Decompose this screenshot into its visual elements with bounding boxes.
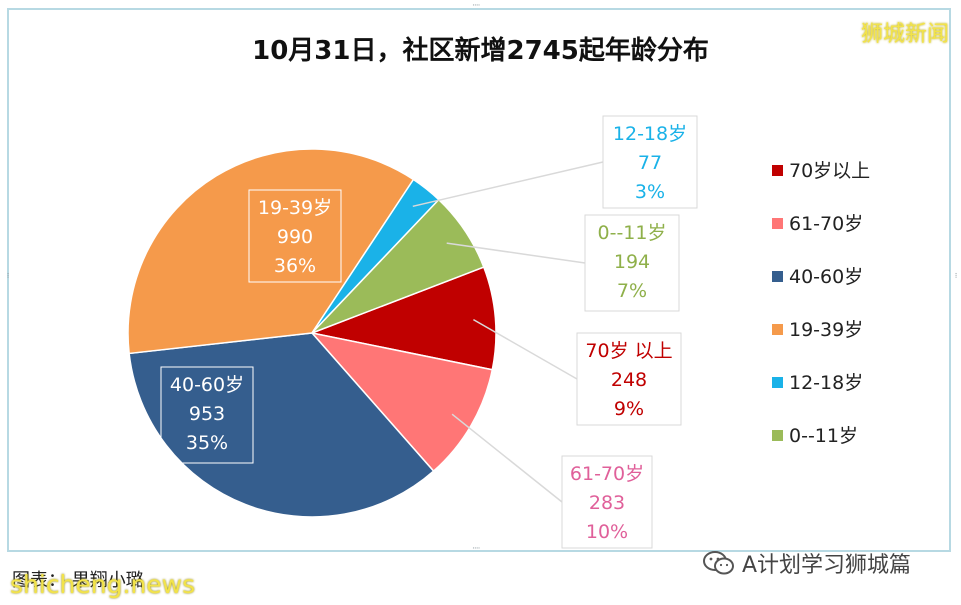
legend-label-19-39[interactable]: 19-39岁 — [789, 319, 863, 341]
callout-box-0-11 — [584, 214, 680, 312]
callout-percent-12-18: 3% — [635, 181, 665, 203]
chart-frame — [7, 8, 951, 552]
legend-label-40-60[interactable]: 40-60岁 — [789, 266, 863, 288]
pie-slice-40-60[interactable] — [128, 332, 435, 518]
callout-value-40-60: 953 — [189, 403, 225, 425]
callout-value-12-18: 77 — [638, 152, 662, 174]
callout-percent-0-11: 7% — [617, 280, 647, 302]
callout-percent-61-70: 10% — [586, 521, 628, 543]
data-callouts: 70岁 以上 248 9% 61-70岁 283 10% 40-60岁 953 35% 19-39… — [160, 115, 698, 549]
callout-category-70: 70岁 以上 — [585, 340, 672, 362]
legend-swatch-70 — [772, 165, 783, 176]
callout-category-19-39: 19-39岁 — [258, 197, 332, 219]
wechat-icon — [703, 551, 734, 575]
callout-value-19-39: 990 — [277, 226, 313, 248]
legend-swatch-61-70 — [772, 218, 783, 229]
callout-percent-70: 9% — [614, 398, 644, 420]
legend-swatch-40-60 — [772, 271, 783, 282]
callout-box-19-39 — [248, 189, 342, 283]
leader-line-61-70 — [451, 413, 563, 503]
callout-category-40-60: 40-60岁 — [170, 374, 244, 396]
resize-handle-top[interactable]: ···· — [472, 1, 481, 11]
pie-slice-19-39[interactable] — [127, 148, 415, 355]
callout-box-40-60 — [160, 366, 254, 464]
leader-line-70 — [473, 318, 578, 380]
callout-category-12-18: 12-18岁 — [613, 123, 687, 145]
legend-label-12-18[interactable]: 12-18岁 — [789, 372, 863, 394]
chart-caption: 图表： 果翔小璐 — [12, 570, 144, 591]
legend-label-61-70[interactable]: 61-70岁 — [789, 213, 863, 235]
callout-category-61-70: 61-70岁 — [570, 463, 644, 485]
watermark-top-right: 狮城新闻 — [860, 22, 949, 47]
pie-slice-70[interactable] — [309, 266, 497, 371]
resize-handle-bottom[interactable]: ···· — [472, 544, 481, 554]
pie-slice-61-70[interactable] — [309, 331, 494, 473]
leader-line-12-18 — [412, 161, 604, 208]
legend-swatch-12-18 — [772, 377, 783, 388]
resize-handle-right[interactable]: ··· — [950, 272, 960, 278]
legend-swatch-19-39 — [772, 324, 783, 335]
callout-category-0-11: 0--11岁 — [598, 222, 667, 244]
leader-line-0-11 — [446, 242, 586, 264]
callout-box-61-70 — [561, 455, 653, 549]
resize-handle-left[interactable]: ··· — [2, 272, 12, 278]
callout-value-61-70: 283 — [589, 492, 625, 514]
legend-swatch-0-11 — [772, 430, 783, 441]
legend-label-0-11[interactable]: 0--11岁 — [789, 425, 858, 447]
watermark-bottom-left: shicheng.news — [10, 570, 196, 599]
chart-title: 10月31日，社区新增2745起年龄分布 — [252, 36, 709, 66]
pie-slices — [127, 148, 497, 518]
callout-value-70: 248 — [611, 369, 647, 391]
brand-signature: A计划学习狮城篇 — [702, 547, 911, 579]
callout-percent-19-39: 36% — [274, 255, 316, 277]
leader-lines — [412, 161, 604, 503]
callout-percent-40-60: 35% — [186, 432, 228, 454]
callout-box-12-18 — [602, 115, 698, 209]
brand-text: A计划学习狮城篇 — [742, 553, 912, 578]
legend-label-70[interactable]: 70岁以上 — [789, 160, 870, 182]
legend: 70岁以上 61-70岁 40-60岁 19-39岁 12-18岁 0--11岁 — [772, 160, 870, 447]
callout-box-70 — [576, 332, 682, 426]
callout-value-0-11: 194 — [614, 251, 650, 273]
